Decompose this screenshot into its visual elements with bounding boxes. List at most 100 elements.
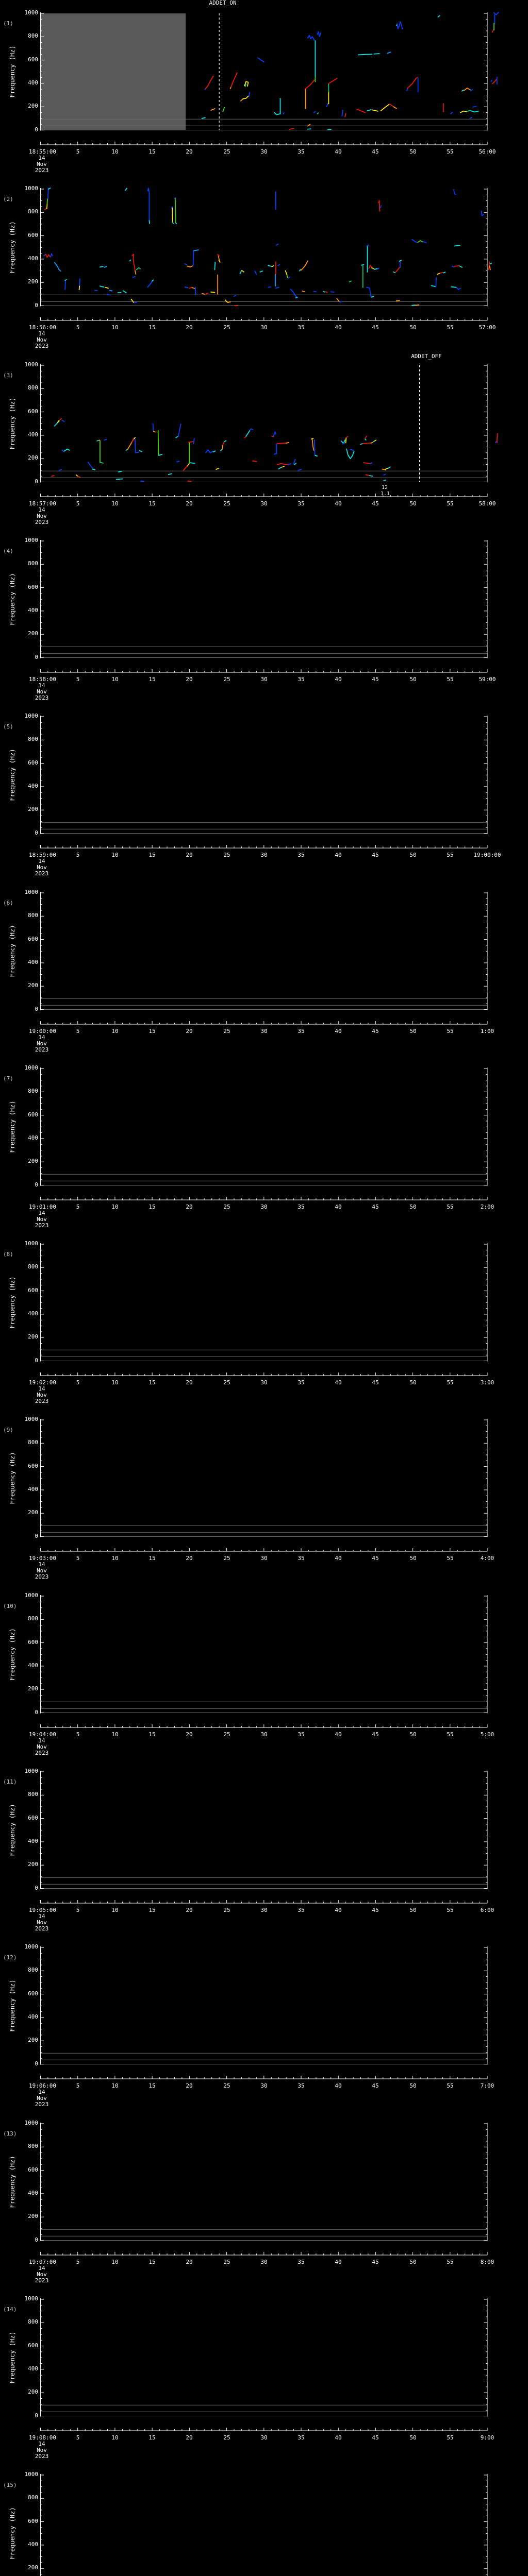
detection-trace (387, 52, 391, 54)
detection-trace (63, 448, 71, 452)
y-tick-label: 400 (28, 607, 38, 614)
x-end-time-label: 9:00 (480, 2434, 494, 2441)
detection-trace (491, 29, 494, 33)
y-tick-label: 800 (28, 2494, 38, 2501)
x-tick-label: 55 (447, 2434, 454, 2441)
x-tick-label: 10 (111, 1379, 119, 1386)
x-tick-label: 20 (186, 1555, 193, 1562)
x-tick-label: 30 (260, 1204, 268, 1210)
detection-trace (187, 480, 192, 482)
x-tick-label: 40 (335, 324, 342, 331)
x-tick-label: 55 (447, 852, 454, 858)
detection-trace (134, 438, 136, 453)
x-tick-label: 30 (260, 1907, 268, 1913)
detection-trace (59, 418, 62, 421)
x-tick-label: 5 (76, 1379, 80, 1386)
detection-trace (362, 443, 372, 444)
x-tick-label: 15 (148, 1555, 156, 1562)
x-tick-label: 50 (409, 2434, 417, 2441)
y-tick-label: 0 (35, 1533, 38, 1539)
date-label: Nov (37, 2447, 47, 2453)
x-tick-label: 50 (409, 1204, 417, 1210)
x-tick-label: 25 (223, 324, 230, 331)
x-end-time-label: 6:00 (480, 1907, 494, 1913)
detection-trace (51, 474, 55, 477)
x-tick-label: 15 (148, 1379, 156, 1386)
detection-trace (75, 474, 78, 477)
x-tick-label: 45 (372, 1028, 379, 1035)
y-tick-label: 400 (28, 783, 38, 789)
detection-trace (456, 287, 461, 290)
y-tick-label: 200 (28, 1333, 38, 1340)
spectrogram-panel-14: (14) Frequency (Hz) 0 200 400 600 800 1000 19:08… (0, 2286, 528, 2462)
detection-trace (365, 474, 370, 476)
date-label: 2023 (35, 694, 49, 701)
detection-trace (152, 423, 154, 432)
y-tick-label: 200 (28, 1158, 38, 1164)
detection-trace (79, 278, 80, 286)
x-tick-label: 20 (186, 1379, 193, 1386)
detection-trace (175, 222, 177, 225)
x-tick-label: 5 (76, 500, 80, 507)
detection-trace (99, 462, 104, 464)
date-label: Nov (37, 1743, 47, 1750)
date-label: 2023 (35, 1398, 49, 1404)
detection-trace (496, 433, 498, 443)
y-tick-label: 600 (28, 2166, 38, 2173)
detection-trace (193, 438, 195, 444)
detection-trace (216, 468, 219, 470)
x-end-time-label: 56:00 (478, 148, 496, 155)
x-tick-label: 25 (223, 500, 230, 507)
x-tick-label: 25 (223, 2082, 230, 2089)
x-tick-label: 10 (111, 2259, 119, 2265)
detection-trace (298, 469, 302, 471)
detection-trace (44, 208, 47, 210)
detection-trace (122, 290, 127, 294)
y-tick-label: 0 (35, 2236, 38, 2243)
y-tick-label: 600 (28, 2342, 38, 2349)
x-tick-label: 10 (111, 1731, 119, 1738)
x-tick-label: 20 (186, 1907, 193, 1913)
detection-trace (450, 111, 453, 115)
date-label: Nov (37, 2095, 47, 2102)
detection-trace (210, 108, 216, 111)
panel-index-label: (7) (3, 1075, 13, 1082)
detection-trace (210, 291, 216, 293)
x-tick-label: 55 (447, 500, 454, 507)
detection-trace (189, 286, 192, 289)
x-tick-label: 35 (298, 2082, 305, 2089)
detection-trace (288, 276, 290, 279)
y-tick-label: 0 (35, 1885, 38, 1891)
date-label: 14 (38, 330, 45, 337)
x-tick-label: 15 (148, 1028, 156, 1035)
detection-trace (288, 128, 294, 130)
date-label: 14 (38, 1737, 45, 1744)
x-tick-label: 55 (447, 1555, 454, 1562)
detection-trace (99, 266, 104, 268)
panel-plot-svg (40, 1243, 488, 1376)
x-start-time-label: 19:02:00 (29, 1379, 56, 1386)
detection-trace (300, 260, 309, 271)
y-tick-label: 800 (28, 560, 38, 567)
detection-trace (437, 273, 440, 275)
y-tick-label: 1000 (24, 1416, 39, 1422)
x-tick-label: 25 (223, 852, 230, 858)
y-tick-label: 400 (28, 1134, 38, 1141)
detection-trace (212, 450, 216, 453)
x-tick-label: 5 (76, 324, 80, 331)
detection-trace (366, 286, 372, 297)
x-tick-label: 35 (298, 148, 305, 155)
detection-trace (392, 106, 398, 109)
x-tick-label: 5 (76, 1555, 80, 1562)
x-tick-label: 5 (76, 1731, 80, 1738)
detection-trace (382, 468, 386, 470)
x-tick-label: 50 (409, 852, 417, 858)
detection-trace (489, 262, 492, 265)
x-tick-label: 50 (409, 500, 417, 507)
x-tick-label: 35 (298, 1907, 305, 1913)
x-tick-label: 45 (372, 852, 379, 858)
x-tick-label: 15 (148, 852, 156, 858)
date-label: 14 (38, 2265, 45, 2272)
y-tick-label: 0 (35, 2060, 38, 2067)
y-tick-label: 600 (28, 1111, 38, 1118)
